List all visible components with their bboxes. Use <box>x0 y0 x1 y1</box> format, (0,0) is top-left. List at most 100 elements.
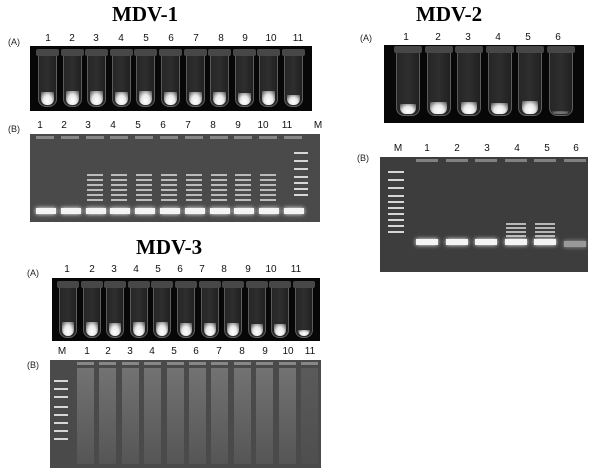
mdv3-tube-2 <box>80 281 103 338</box>
mdv3-gel-smear-9 <box>256 368 274 464</box>
mdv3-title: MDV-3 <box>136 235 203 259</box>
mdv3-tube-10 <box>269 281 292 338</box>
mdv2-gel-band-4-0 <box>505 223 526 225</box>
mdv3-gel-marker-band-0 <box>54 380 68 382</box>
mdv1-gel-band-10-4 <box>260 194 277 196</box>
mdv1-tube-6 <box>159 49 182 107</box>
mdv1-tube-5 <box>134 49 158 107</box>
mdv1-b-lane-label-2: 2 <box>61 120 67 131</box>
mdv3-tube-1 <box>57 281 79 338</box>
mdv2-panel-b-label: (B) <box>357 153 369 163</box>
mdv2-gel-well-5 <box>534 159 556 162</box>
mdv3-b-lane-label-M: M <box>57 346 67 357</box>
mdv3-gel-well-10 <box>278 362 296 365</box>
mdv1-gel-band-8-2 <box>210 184 227 186</box>
mdv1-b-lane-label-1: 1 <box>37 120 43 131</box>
mdv1-gel-band-3-0 <box>86 174 103 176</box>
mdv2-a-lane-label-5: 5 <box>525 32 531 43</box>
mdv1-gel-well-11 <box>284 136 302 139</box>
mdv3-a-lane-label-4: 4 <box>133 264 139 275</box>
mdv2-gel-primary-band-6 <box>563 241 586 247</box>
mdv1-gel-band-4-5 <box>111 199 128 201</box>
mdv1-gel-band-8-3 <box>210 189 227 191</box>
mdv3-panel-a-lane-numbers: 1 2 3 4 5 6 7 8 9 10 11 <box>0 264 340 276</box>
mdv2-gel-band-5-2 <box>535 231 555 233</box>
mdv1-gel-well-9 <box>234 136 253 139</box>
mdv1-gel-band-8-1 <box>210 179 227 181</box>
mdv2-gel-band-4-3 <box>505 235 526 237</box>
mdv1-gel-well-3 <box>85 136 104 139</box>
mdv1-gel-marker-band-5 <box>294 188 308 190</box>
mdv1-gel-band-7-4 <box>185 194 202 196</box>
mdv1-gel-band-10-3 <box>260 189 277 191</box>
mdv3-gel-marker-band-2 <box>54 396 68 398</box>
mdv1-gel-well-7 <box>184 136 203 139</box>
mdv1-gel-band-3-5 <box>86 199 103 201</box>
mdv3-b-lane-label-5: 5 <box>171 346 177 357</box>
mdv3-b-lane-label-10: 10 <box>282 346 294 357</box>
mdv3-b-lane-label-3: 3 <box>127 346 133 357</box>
mdv3-gel-image <box>50 360 321 468</box>
mdv2-gel-marker-band-4 <box>388 201 404 203</box>
mdv3-tube-9 <box>245 281 268 338</box>
mdv1-gel-band-6-5 <box>161 199 177 201</box>
mdv1-b-lane-label-11: 11 <box>281 120 293 131</box>
mdv3-gel-smear-10 <box>278 368 296 464</box>
mdv3-gel-smear-11 <box>301 368 318 464</box>
mdv3-gel-marker-band-1 <box>54 388 68 390</box>
mdv2-gel-marker-band-8 <box>388 225 404 227</box>
mdv1-gel-well-8 <box>209 136 228 139</box>
mdv1-gel-band-5-3 <box>136 189 153 191</box>
mdv1-a-lane-label-7: 7 <box>193 33 199 44</box>
mdv1-gel-band-7-5 <box>185 199 202 201</box>
mdv1-gel-primary-band-7 <box>184 208 205 214</box>
mdv3-gel-well-4 <box>144 362 162 365</box>
mdv1-gel-well-10 <box>259 136 278 139</box>
mdv1-b-lane-label-8: 8 <box>210 120 216 131</box>
mdv1-gel-band-7-0 <box>185 174 202 176</box>
mdv1-gel-band-6-1 <box>161 179 177 181</box>
mdv3-gel-smear-3 <box>121 368 139 464</box>
mdv3-a-lane-label-3: 3 <box>111 264 117 275</box>
mdv1-gel-marker-band-0 <box>294 152 308 154</box>
mdv3-gel-smear-7 <box>211 368 229 464</box>
mdv2-gel-primary-band-3 <box>475 239 497 245</box>
mdv1-gel-primary-band-5 <box>135 208 156 214</box>
mdv3-gel-well-3 <box>121 362 139 365</box>
mdv1-gel-band-9-0 <box>235 174 252 176</box>
mdv1-gel-primary-band-3 <box>85 208 106 214</box>
mdv2-gel-well-1 <box>416 159 438 162</box>
mdv3-a-lane-label-5: 5 <box>155 264 161 275</box>
mdv2-gel-well-4 <box>504 159 527 162</box>
mdv3-gel-well-2 <box>99 362 117 365</box>
mdv2-b-lane-label-M: M <box>393 143 403 154</box>
mdv1-tube-1 <box>36 49 59 107</box>
mdv2-gel-primary-band-4 <box>504 239 527 245</box>
mdv2-gel-primary-band-2 <box>445 239 468 245</box>
mdv3-a-lane-label-11: 11 <box>290 264 302 275</box>
mdv1-gel-band-3-3 <box>86 189 103 191</box>
mdv3-b-lane-label-2: 2 <box>105 346 111 357</box>
mdv2-gel-well-6 <box>563 159 586 162</box>
mdv1-gel-band-5-4 <box>136 194 153 196</box>
mdv1-b-lane-label-6: 6 <box>160 120 166 131</box>
mdv1-gel-band-4-2 <box>111 184 128 186</box>
mdv1-a-lane-label-11: 11 <box>292 33 304 44</box>
mdv2-tube-photo <box>384 45 584 123</box>
mdv2-gel-marker-band-5 <box>388 207 404 209</box>
mdv2-panel-a-lane-numbers: 1 2 3 4 5 6 <box>0 32 600 44</box>
mdv1-a-lane-label-10: 10 <box>265 33 277 44</box>
mdv3-b-lane-label-8: 8 <box>239 346 245 357</box>
mdv2-gel-primary-band-1 <box>416 239 438 245</box>
mdv2-b-lane-label-2: 2 <box>454 143 460 154</box>
mdv3-gel-well-5 <box>166 362 184 365</box>
mdv2-b-lane-label-1: 1 <box>424 143 430 154</box>
mdv1-gel-band-8-4 <box>210 194 227 196</box>
mdv1-panel-a-lane-numbers: 1 2 3 4 5 6 7 8 9 10 11 <box>0 33 320 45</box>
mdv3-b-lane-label-7: 7 <box>216 346 222 357</box>
mdv1-gel-marker-band-4 <box>294 182 308 184</box>
mdv1-gel-band-10-5 <box>260 199 277 201</box>
mdv3-a-lane-label-9: 9 <box>245 264 251 275</box>
mdv1-gel-well-6 <box>160 136 178 139</box>
mdv2-panel-a-label: (A) <box>360 33 372 43</box>
